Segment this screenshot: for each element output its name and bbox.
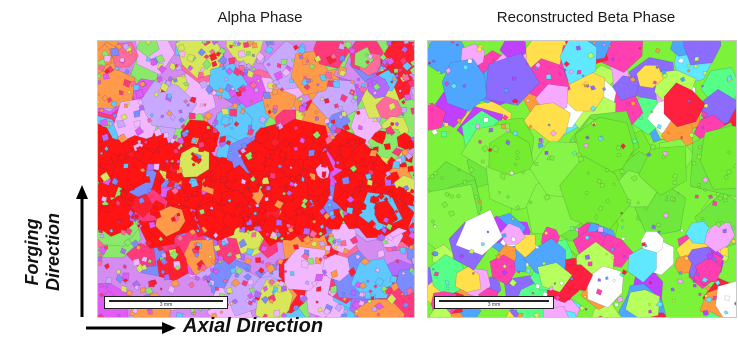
axial-direction-label: Axial Direction: [183, 315, 324, 337]
alpha-phase-ebsd-map: 3 mm: [97, 40, 415, 318]
beta-scale-label: 3 mm: [487, 302, 501, 308]
alpha-scale-label: 3 mm: [159, 302, 173, 308]
forging-direction-label: Forging Direction: [22, 213, 64, 291]
alpha-scale-bar: 3 mm: [104, 296, 228, 309]
beta-grain-mosaic: [428, 41, 736, 317]
beta-phase-ebsd-map: 3 mm: [427, 40, 737, 318]
alpha-phase-title: Alpha Phase: [217, 9, 303, 26]
beta-phase-title: Reconstructed Beta Phase: [496, 9, 676, 26]
forging-label-line1: Forging: [22, 218, 42, 286]
forging-label-line2: Direction: [43, 212, 63, 292]
axial-direction-arrow-icon: [86, 322, 176, 334]
forging-direction-arrow-icon: [76, 185, 88, 317]
alpha-grain-mosaic: [98, 41, 414, 317]
beta-scale-bar: 3 mm: [434, 296, 554, 309]
